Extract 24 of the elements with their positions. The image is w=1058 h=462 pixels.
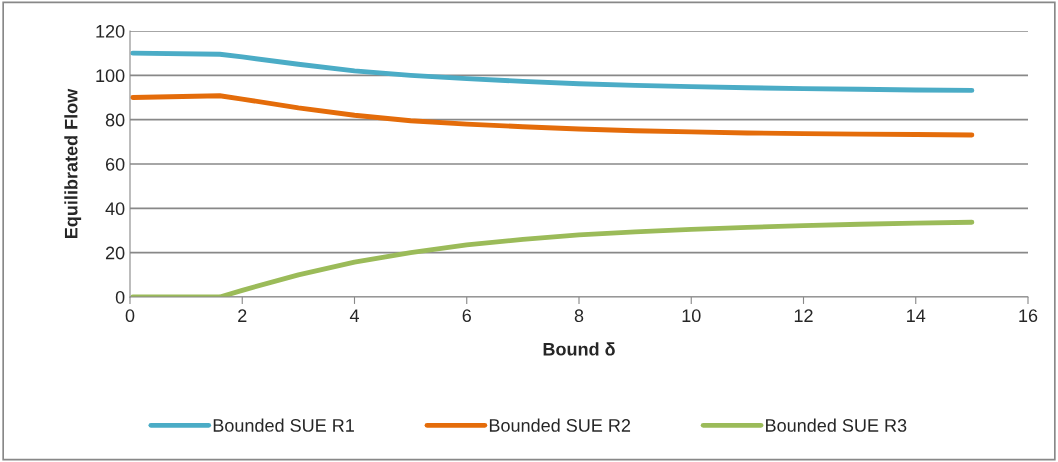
x-tick-label: 4: [349, 309, 359, 322]
x-tick-label: 12: [794, 309, 813, 322]
x-tick-label: 0: [125, 309, 135, 323]
y-tick-label: 20: [105, 246, 125, 260]
line-series: [130, 50, 975, 93]
x-tick-label: 14: [907, 309, 926, 322]
x-tick-label: 2: [238, 309, 247, 322]
x-tick-label: 6: [462, 309, 471, 323]
y-tick-label: 100: [96, 69, 125, 83]
y-tick-label: 80: [105, 113, 125, 127]
y-tick-label: 120: [96, 24, 125, 38]
y-tick-label: 60: [105, 157, 125, 171]
line-series: [130, 219, 975, 297]
x-tick-label: 8: [574, 309, 584, 323]
y-tick-label: 0: [115, 290, 125, 304]
legend-label: Bounded SUE R2: [489, 418, 631, 432]
line-series: [130, 93, 975, 138]
y-axis-title: Equilibrated Flow: [64, 88, 82, 239]
y-tick-label: 40: [105, 202, 125, 216]
legend-label: Bounded SUE R3: [766, 418, 907, 432]
x-axis-title: Bound δ: [543, 342, 615, 356]
x-tick-label: 10: [682, 309, 701, 323]
x-tick-label: 16: [1019, 309, 1038, 323]
legend-label: Bounded SUE R1: [213, 418, 354, 432]
